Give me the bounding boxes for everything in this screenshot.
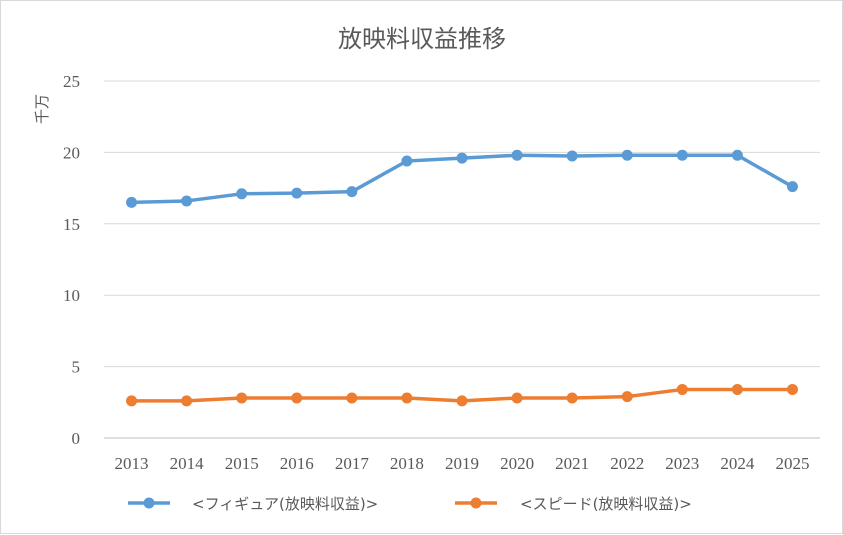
y-tick-label: 0 (72, 429, 81, 448)
x-tick-label: 2019 (445, 454, 479, 473)
x-tick-label: 2013 (115, 454, 149, 473)
legend-label: <フィギュア(放映料収益)> (192, 495, 378, 513)
data-point (401, 155, 413, 167)
data-point (511, 149, 523, 161)
data-point (676, 149, 688, 161)
data-point (786, 181, 798, 193)
y-tick-label: 20 (63, 143, 80, 162)
data-point (126, 196, 138, 208)
data-point (401, 392, 413, 404)
data-point (236, 392, 248, 404)
series-1 (126, 149, 798, 208)
data-point (346, 392, 358, 404)
data-point (291, 187, 303, 199)
data-point (566, 392, 578, 404)
x-tick-label: 2022 (610, 454, 644, 473)
gridlines (104, 80, 820, 439)
series-layer (126, 149, 798, 407)
chart-title: 放映料収益推移 (338, 25, 506, 53)
data-point (291, 392, 303, 404)
data-point (621, 391, 633, 403)
x-axis-ticks: 2013 2014 2015 2016 2017 2018 2019 2020 2021 2022… (115, 454, 810, 473)
data-point (126, 395, 138, 407)
legend-label: <スピード(放映料収益)> (520, 495, 692, 513)
data-point (456, 395, 468, 407)
data-point (181, 195, 193, 207)
series-2 (126, 383, 798, 407)
x-tick-label: 2014 (170, 454, 205, 473)
y-tick-label: 15 (63, 215, 80, 234)
data-point (731, 383, 743, 395)
x-tick-label: 2024 (720, 454, 755, 473)
legend-marker (143, 497, 155, 509)
x-tick-label: 2020 (500, 454, 534, 473)
legend-marker (470, 497, 482, 509)
data-point (181, 395, 193, 407)
data-point (786, 383, 798, 395)
y-tick-label: 5 (72, 358, 81, 377)
x-tick-label: 2015 (225, 454, 259, 473)
data-point (621, 149, 633, 161)
legend: <フィギュア(放映料収益)> <スピード(放映料収益)> (128, 495, 692, 513)
y-tick-label: 25 (63, 72, 80, 91)
legend-item: <フィギュア(放映料収益)> (128, 495, 378, 513)
data-point (456, 152, 468, 164)
data-point (346, 186, 358, 198)
data-point (676, 383, 688, 395)
y-tick-label: 10 (63, 286, 80, 305)
data-point (731, 149, 743, 161)
data-point (511, 392, 523, 404)
data-point (236, 188, 248, 200)
legend-item: <スピード(放映料収益)> (455, 495, 692, 513)
x-tick-label: 2017 (335, 454, 370, 473)
x-tick-label: 2021 (555, 454, 589, 473)
data-point (566, 150, 578, 162)
y-axis-label: 千万 (33, 94, 51, 124)
x-tick-label: 2016 (280, 454, 314, 473)
x-tick-label: 2023 (665, 454, 699, 473)
x-tick-label: 2025 (775, 454, 809, 473)
y-axis-ticks: 0 5 10 15 20 25 (63, 72, 80, 448)
x-tick-label: 2018 (390, 454, 424, 473)
